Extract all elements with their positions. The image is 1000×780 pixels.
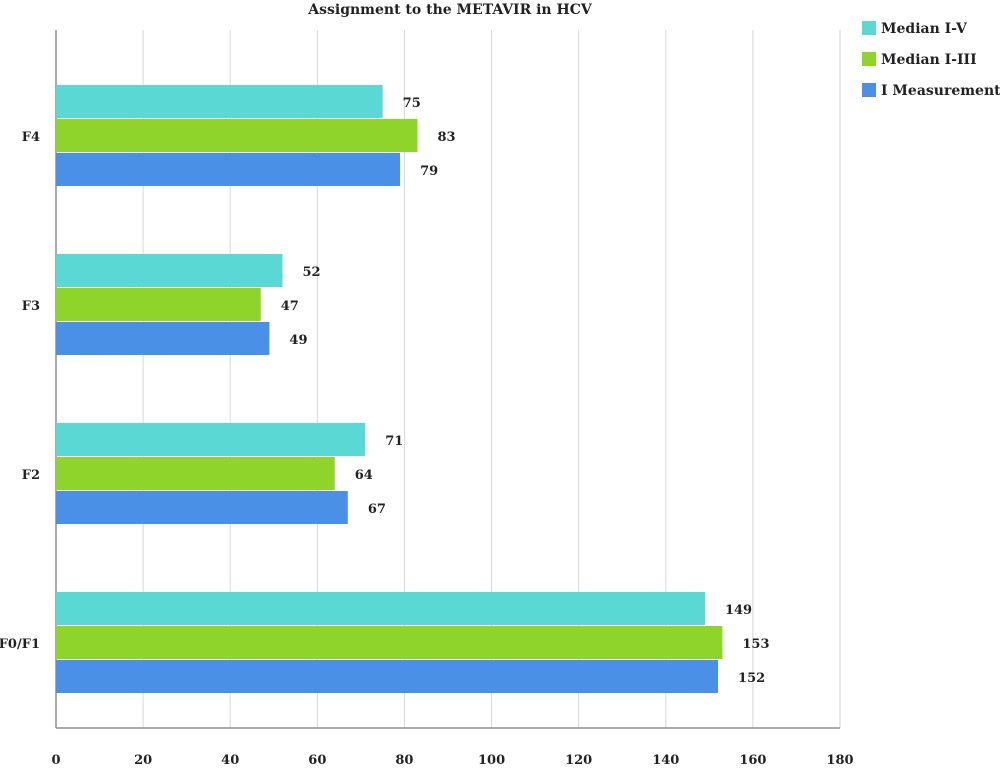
data-label: 47 bbox=[281, 299, 299, 314]
legend-swatch bbox=[862, 83, 876, 97]
data-label: 152 bbox=[738, 671, 765, 686]
x-tick-label: 140 bbox=[652, 753, 679, 768]
data-label: 83 bbox=[438, 130, 456, 145]
y-tick-label: F2 bbox=[22, 468, 40, 483]
legend-entry: Median I-V bbox=[881, 21, 968, 37]
x-tick-label: 160 bbox=[739, 753, 766, 768]
bar[interactable] bbox=[56, 491, 348, 524]
bar[interactable] bbox=[56, 153, 401, 186]
bar[interactable] bbox=[56, 288, 261, 321]
bar[interactable] bbox=[56, 660, 719, 693]
data-label: 71 bbox=[385, 434, 403, 449]
data-label: 49 bbox=[289, 333, 307, 348]
x-tick-label: 0 bbox=[51, 753, 60, 768]
data-label: 79 bbox=[420, 164, 438, 179]
x-tick-label: 20 bbox=[134, 753, 152, 768]
data-label: 149 bbox=[725, 603, 752, 618]
bar[interactable] bbox=[56, 254, 283, 287]
data-label: 52 bbox=[302, 265, 320, 280]
x-tick-label: 180 bbox=[826, 753, 853, 768]
bar[interactable] bbox=[56, 457, 335, 490]
chart-title: Assignment to the METAVIR in HCV bbox=[308, 2, 592, 18]
y-tick-label: F3 bbox=[22, 299, 40, 314]
bar[interactable] bbox=[56, 85, 383, 118]
y-tick-label: F4 bbox=[22, 130, 40, 145]
x-tick-label: 120 bbox=[565, 753, 592, 768]
legend-swatch bbox=[862, 21, 876, 35]
bar[interactable] bbox=[56, 626, 723, 659]
x-tick-label: 60 bbox=[308, 753, 326, 768]
bar[interactable] bbox=[56, 592, 705, 625]
x-tick-label: 40 bbox=[221, 753, 239, 768]
y-tick-label: F0/F1 bbox=[0, 637, 40, 652]
x-tick-label: 100 bbox=[478, 753, 505, 768]
data-label: 67 bbox=[368, 502, 386, 517]
legend-entry: Median I-III bbox=[881, 52, 977, 68]
bar[interactable] bbox=[56, 119, 418, 152]
data-label: 75 bbox=[403, 96, 421, 111]
data-label: 64 bbox=[355, 468, 373, 483]
x-tick-label: 80 bbox=[395, 753, 413, 768]
legend-entry: I Measurement bbox=[881, 83, 1000, 99]
bar[interactable] bbox=[56, 423, 366, 456]
legend-swatch bbox=[862, 52, 876, 66]
data-label: 153 bbox=[742, 637, 769, 652]
bar[interactable] bbox=[56, 322, 270, 355]
